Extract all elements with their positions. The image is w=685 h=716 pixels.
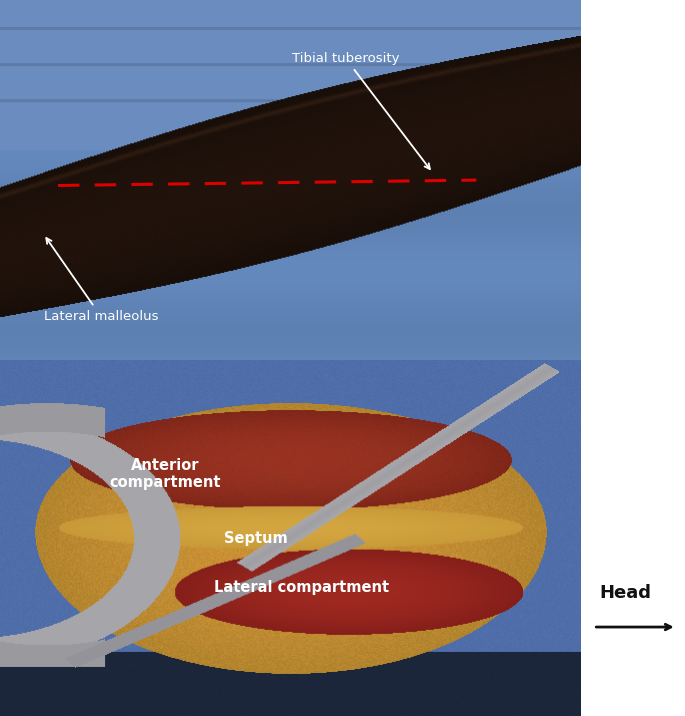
Text: Lateral compartment: Lateral compartment — [214, 581, 390, 596]
Text: Head: Head — [599, 584, 651, 602]
Text: Lateral malleolus: Lateral malleolus — [44, 238, 158, 323]
Text: Anterior
compartment: Anterior compartment — [110, 458, 221, 490]
Text: Head: Head — [617, 25, 669, 43]
Text: Tibial tuberosity: Tibial tuberosity — [292, 52, 430, 169]
Text: Septum: Septum — [224, 531, 288, 546]
